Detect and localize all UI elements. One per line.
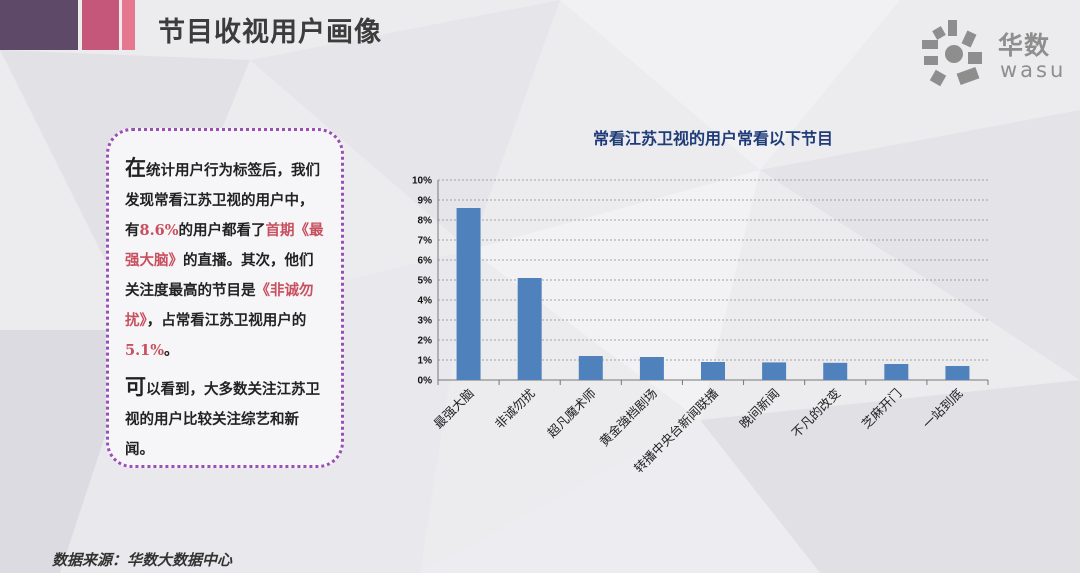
insight-text: 。 [164,342,179,359]
y-tick-label: 5% [418,276,433,287]
insight-paragraph-2: 可以看到，大多数关注江苏卫视的用户比较关注综艺和新闻。 [125,372,327,465]
category-label: 一站到底 [920,386,966,432]
bar [884,364,909,380]
y-tick-label: 9% [418,196,433,207]
data-source-note: 数据来源：华数大数据中心 [52,551,233,569]
category-label: 非诚勿扰 [492,385,538,431]
highlight-show: 《非诚勿扰》 [125,282,314,329]
category-label: 芝麻开门 [858,386,904,432]
y-tick-label: 1% [418,356,433,367]
category-label: 最强大脑 [431,386,477,432]
y-tick-label: 3% [418,316,433,327]
category-label: 不凡的改变 [789,386,844,441]
chart-title: 常看江苏卫视的用户常看以下节目 [593,129,833,148]
y-tick-label: 8% [418,216,433,227]
category-label: 晚间新闻 [736,386,782,432]
header-accent-bar [0,0,78,50]
bar [762,362,787,380]
wasu-logo-icon [922,20,982,87]
y-tick-label: 6% [418,256,433,267]
insight-text: 的用户都看了 [178,222,266,239]
bar [639,357,664,380]
y-tick-label: 10% [412,176,432,187]
bar [517,278,542,380]
bar [578,356,603,380]
chart-labels: 0% 1% 2% 3% 4% 5% 6% 7% 8% 9% 10% 最强大脑 非诚勿扰 超凡魔术师黄金強档… [412,176,966,476]
drop-cap: 可 [125,374,146,399]
insight-paragraph-1: 在统计用户行为标签后，我们发现常看江苏卫视的用户中，有8.6%的用户都看了首期《… [125,153,327,366]
highlight-percent: 8.6% [139,222,179,239]
bar [945,366,970,380]
header-accent-bar [122,0,135,50]
insight-text: 的直播。其次，他们关注度最高的节目是 [125,252,314,299]
page-title: 节目收视用户画像 [158,17,382,48]
y-tick-label: 0% [418,376,433,387]
highlight-show: 首期《最强大脑》 [125,222,324,269]
insight-text: 以看到，大多数关注江苏卫视的用户比较关注综艺和新闻。 [125,381,320,458]
y-tick-label: 2% [418,336,433,347]
drop-cap: 在 [125,155,146,180]
chart-bars [456,208,970,380]
y-tick-label: 7% [418,236,433,247]
category-label: 超凡魔术师 [544,386,599,441]
logo-name-zh: 华数 [998,31,1051,60]
bar [823,362,848,380]
category-label: 黄金強档剧场 [596,386,660,450]
logo-name-en: wasu [1000,58,1067,82]
header-accent-bar [82,0,119,50]
bar-chart: 常看江苏卫视的用户常看以下节目 0% 1% 2% 3% 4% 5% 6% 7% 8% 9% 10% 最… [412,129,989,476]
insight-callout: 在统计用户行为标签后，我们发现常看江苏卫视的用户中，有8.6%的用户都看了首期《… [106,128,344,468]
wasu-logo: 华数 wasu [918,18,1078,94]
insight-text: ，占常看江苏卫视用户的 [146,312,307,329]
y-tick-label: 4% [418,296,433,307]
bar [456,208,481,380]
insight-text: 统计用户行为标签后，我们发现常看江苏卫视的用户中，有 [125,162,320,239]
highlight-percent: 5.1% [125,342,165,359]
bar [701,362,725,380]
